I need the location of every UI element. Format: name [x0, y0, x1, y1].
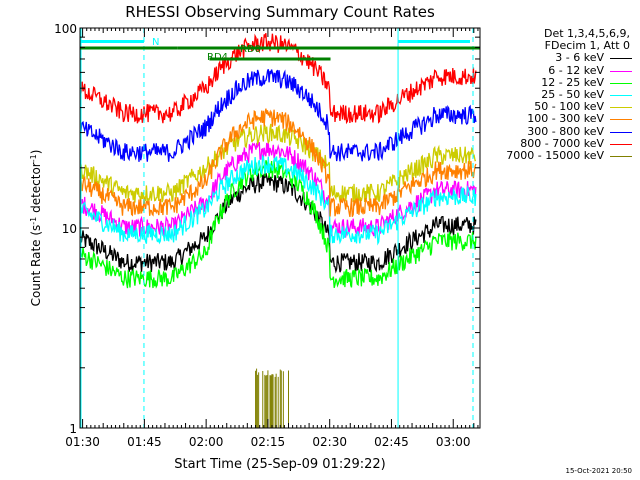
x-tick-label: 02:30	[312, 435, 347, 449]
x-tick-label: 02:15	[251, 435, 286, 449]
y-tick-label: 1	[69, 422, 77, 436]
legend-swatch	[610, 58, 632, 60]
legend-swatch	[610, 107, 632, 109]
legend-entry: 7000 - 15000 keV	[478, 149, 638, 163]
legend-header: Det 1,3,4,5,6,9,	[543, 27, 630, 40]
axis-layer: 1 10 100 01:30 01:45 02:00 02:15 02:30 02:45 03:0…	[54, 22, 480, 449]
legend-label: 6 - 12 keV	[548, 63, 604, 77]
x-tick-label: 02:00	[189, 435, 224, 449]
series-line	[79, 69, 477, 162]
legend-entry: 6 - 12 keV	[478, 63, 638, 77]
legend-entry: 3 - 6 keV	[478, 52, 638, 64]
legend-swatch	[610, 70, 632, 72]
legend-entry: 25 - 50 keV	[478, 88, 638, 102]
legend-swatch	[610, 131, 632, 133]
y-tick-label: 10	[62, 222, 77, 236]
chart-title: RHESSI Observing Summary Count Rates	[125, 3, 435, 21]
series-line	[79, 154, 477, 246]
series-line	[79, 172, 477, 274]
series-line	[79, 33, 477, 125]
series-100-300keV	[79, 108, 477, 218]
series-800-7000keV	[79, 33, 477, 125]
series-25-50keV	[79, 154, 477, 246]
legend-swatch	[610, 95, 632, 97]
x-tick-label: 01:30	[65, 435, 100, 449]
legend-label: 800 - 7000 keV	[520, 136, 604, 150]
x-axis-label: Start Time (25-Sep-09 01:29:22)	[174, 457, 385, 472]
legend-label: 7000 - 15000 keV	[506, 149, 604, 163]
y-axis-label: Count Rate (s-1 detector-1)	[29, 150, 44, 307]
series-50-100keV	[79, 123, 477, 205]
legend-swatch	[610, 143, 632, 145]
legend-swatch	[610, 156, 632, 158]
legend-entry: 300 - 800 keV	[478, 124, 638, 138]
timestamp: 15-Oct-2021 20:50	[565, 467, 632, 475]
legend-label: 3 - 6 keV	[555, 51, 604, 65]
x-tick-label: 01:45	[127, 435, 162, 449]
series-line	[79, 108, 477, 218]
rd0-label: RD0	[240, 44, 261, 55]
night-label: N	[152, 37, 159, 48]
legend-label: 100 - 300 keV	[527, 112, 604, 126]
legend-header: FDecim 1, Att 0	[544, 39, 630, 53]
rd4-label: RD4	[207, 52, 228, 63]
series-line	[79, 123, 477, 205]
legend-label: 300 - 800 keV	[527, 124, 604, 138]
legend-label: 50 - 100 keV	[534, 100, 604, 114]
legend-swatch	[610, 119, 632, 121]
series-layer	[79, 33, 477, 428]
y-tick-label: 100	[54, 22, 77, 36]
legend-swatch	[610, 82, 632, 84]
legend-entry: 100 - 300 keV	[478, 113, 638, 125]
x-tick-label: 02:45	[374, 435, 409, 449]
series-7000-15000keV	[255, 368, 290, 428]
x-tick-label: 03:00	[436, 435, 471, 449]
series-3-6keV	[79, 172, 477, 274]
legend-entry: 12 - 25 keV	[478, 75, 638, 89]
series-300-800keV	[79, 69, 477, 162]
legend-label: 25 - 50 keV	[541, 88, 604, 102]
legend-entry: 800 - 7000 keV	[478, 136, 638, 150]
overlay-layer: N RD4 RD0	[80, 28, 480, 428]
legend-label: 12 - 25 keV	[541, 75, 604, 89]
legend-entry: 50 - 100 keV	[478, 101, 638, 113]
